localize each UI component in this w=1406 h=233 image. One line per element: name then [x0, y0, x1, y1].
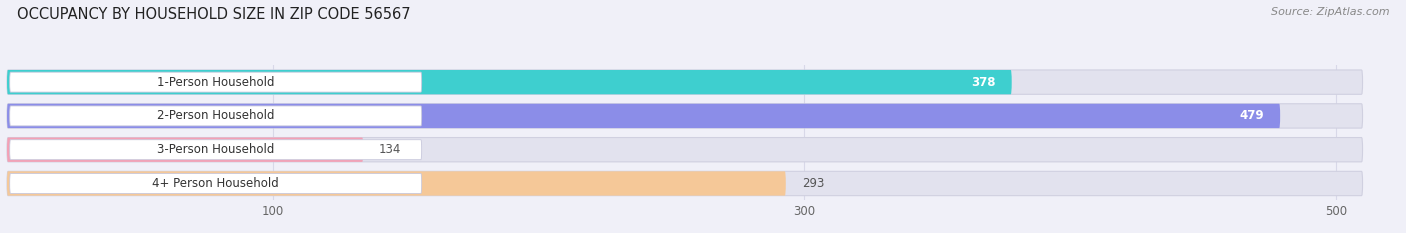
Text: 479: 479 [1240, 110, 1264, 122]
FancyBboxPatch shape [7, 137, 1362, 162]
Text: OCCUPANCY BY HOUSEHOLD SIZE IN ZIP CODE 56567: OCCUPANCY BY HOUSEHOLD SIZE IN ZIP CODE … [17, 7, 411, 22]
Text: 293: 293 [801, 177, 824, 190]
FancyBboxPatch shape [10, 174, 422, 193]
FancyBboxPatch shape [10, 140, 422, 160]
Text: 2-Person Household: 2-Person Household [157, 110, 274, 122]
FancyBboxPatch shape [7, 104, 1362, 128]
Text: 3-Person Household: 3-Person Household [157, 143, 274, 156]
FancyBboxPatch shape [7, 171, 1362, 196]
Text: Source: ZipAtlas.com: Source: ZipAtlas.com [1271, 7, 1389, 17]
FancyBboxPatch shape [7, 104, 1279, 128]
Text: 4+ Person Household: 4+ Person Household [152, 177, 278, 190]
FancyBboxPatch shape [7, 70, 1012, 94]
FancyBboxPatch shape [10, 72, 422, 92]
Text: 134: 134 [380, 143, 402, 156]
Text: 378: 378 [972, 76, 995, 89]
FancyBboxPatch shape [7, 137, 363, 162]
Text: 1-Person Household: 1-Person Household [157, 76, 274, 89]
FancyBboxPatch shape [7, 171, 786, 196]
FancyBboxPatch shape [10, 106, 422, 126]
FancyBboxPatch shape [7, 70, 1362, 94]
